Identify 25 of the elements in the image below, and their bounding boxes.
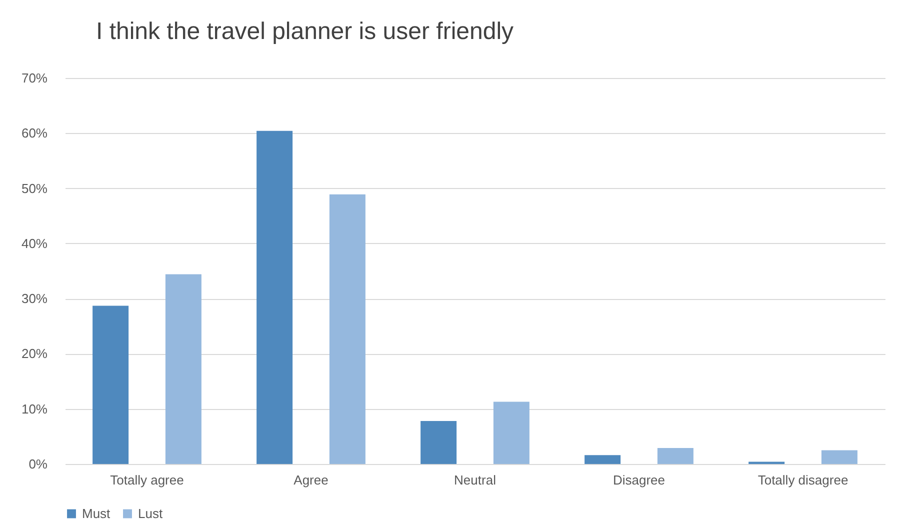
y-tick-label: 60%: [21, 126, 48, 141]
bar: [165, 274, 202, 464]
y-tick-label: 70%: [21, 70, 48, 86]
bar: [256, 130, 293, 464]
chart-title: I think the travel planner is user friendly: [96, 18, 514, 45]
legend-label: Must: [82, 506, 111, 521]
x-tick-label: Neutral: [454, 472, 496, 488]
x-tick-label: Agree: [294, 472, 328, 488]
bar: [420, 420, 457, 464]
bar: [329, 194, 366, 464]
bar: [657, 448, 694, 464]
x-tick-label: Disagree: [612, 472, 666, 488]
y-tick-label: 10%: [21, 401, 48, 416]
x-tick-label: Totally disagree: [758, 472, 848, 488]
y-tick-label: 0%: [28, 456, 48, 472]
bar: [493, 402, 530, 464]
bar: [584, 455, 621, 464]
bar: [92, 306, 129, 464]
bar: [821, 450, 858, 464]
x-tick-label: Totally agree: [110, 472, 184, 488]
y-tick-label: 20%: [21, 346, 48, 362]
y-tick-label: 40%: [21, 236, 48, 251]
y-tick-label: 50%: [21, 180, 48, 196]
legend-label: Lust: [138, 506, 163, 521]
y-tick-label: 30%: [21, 291, 48, 306]
